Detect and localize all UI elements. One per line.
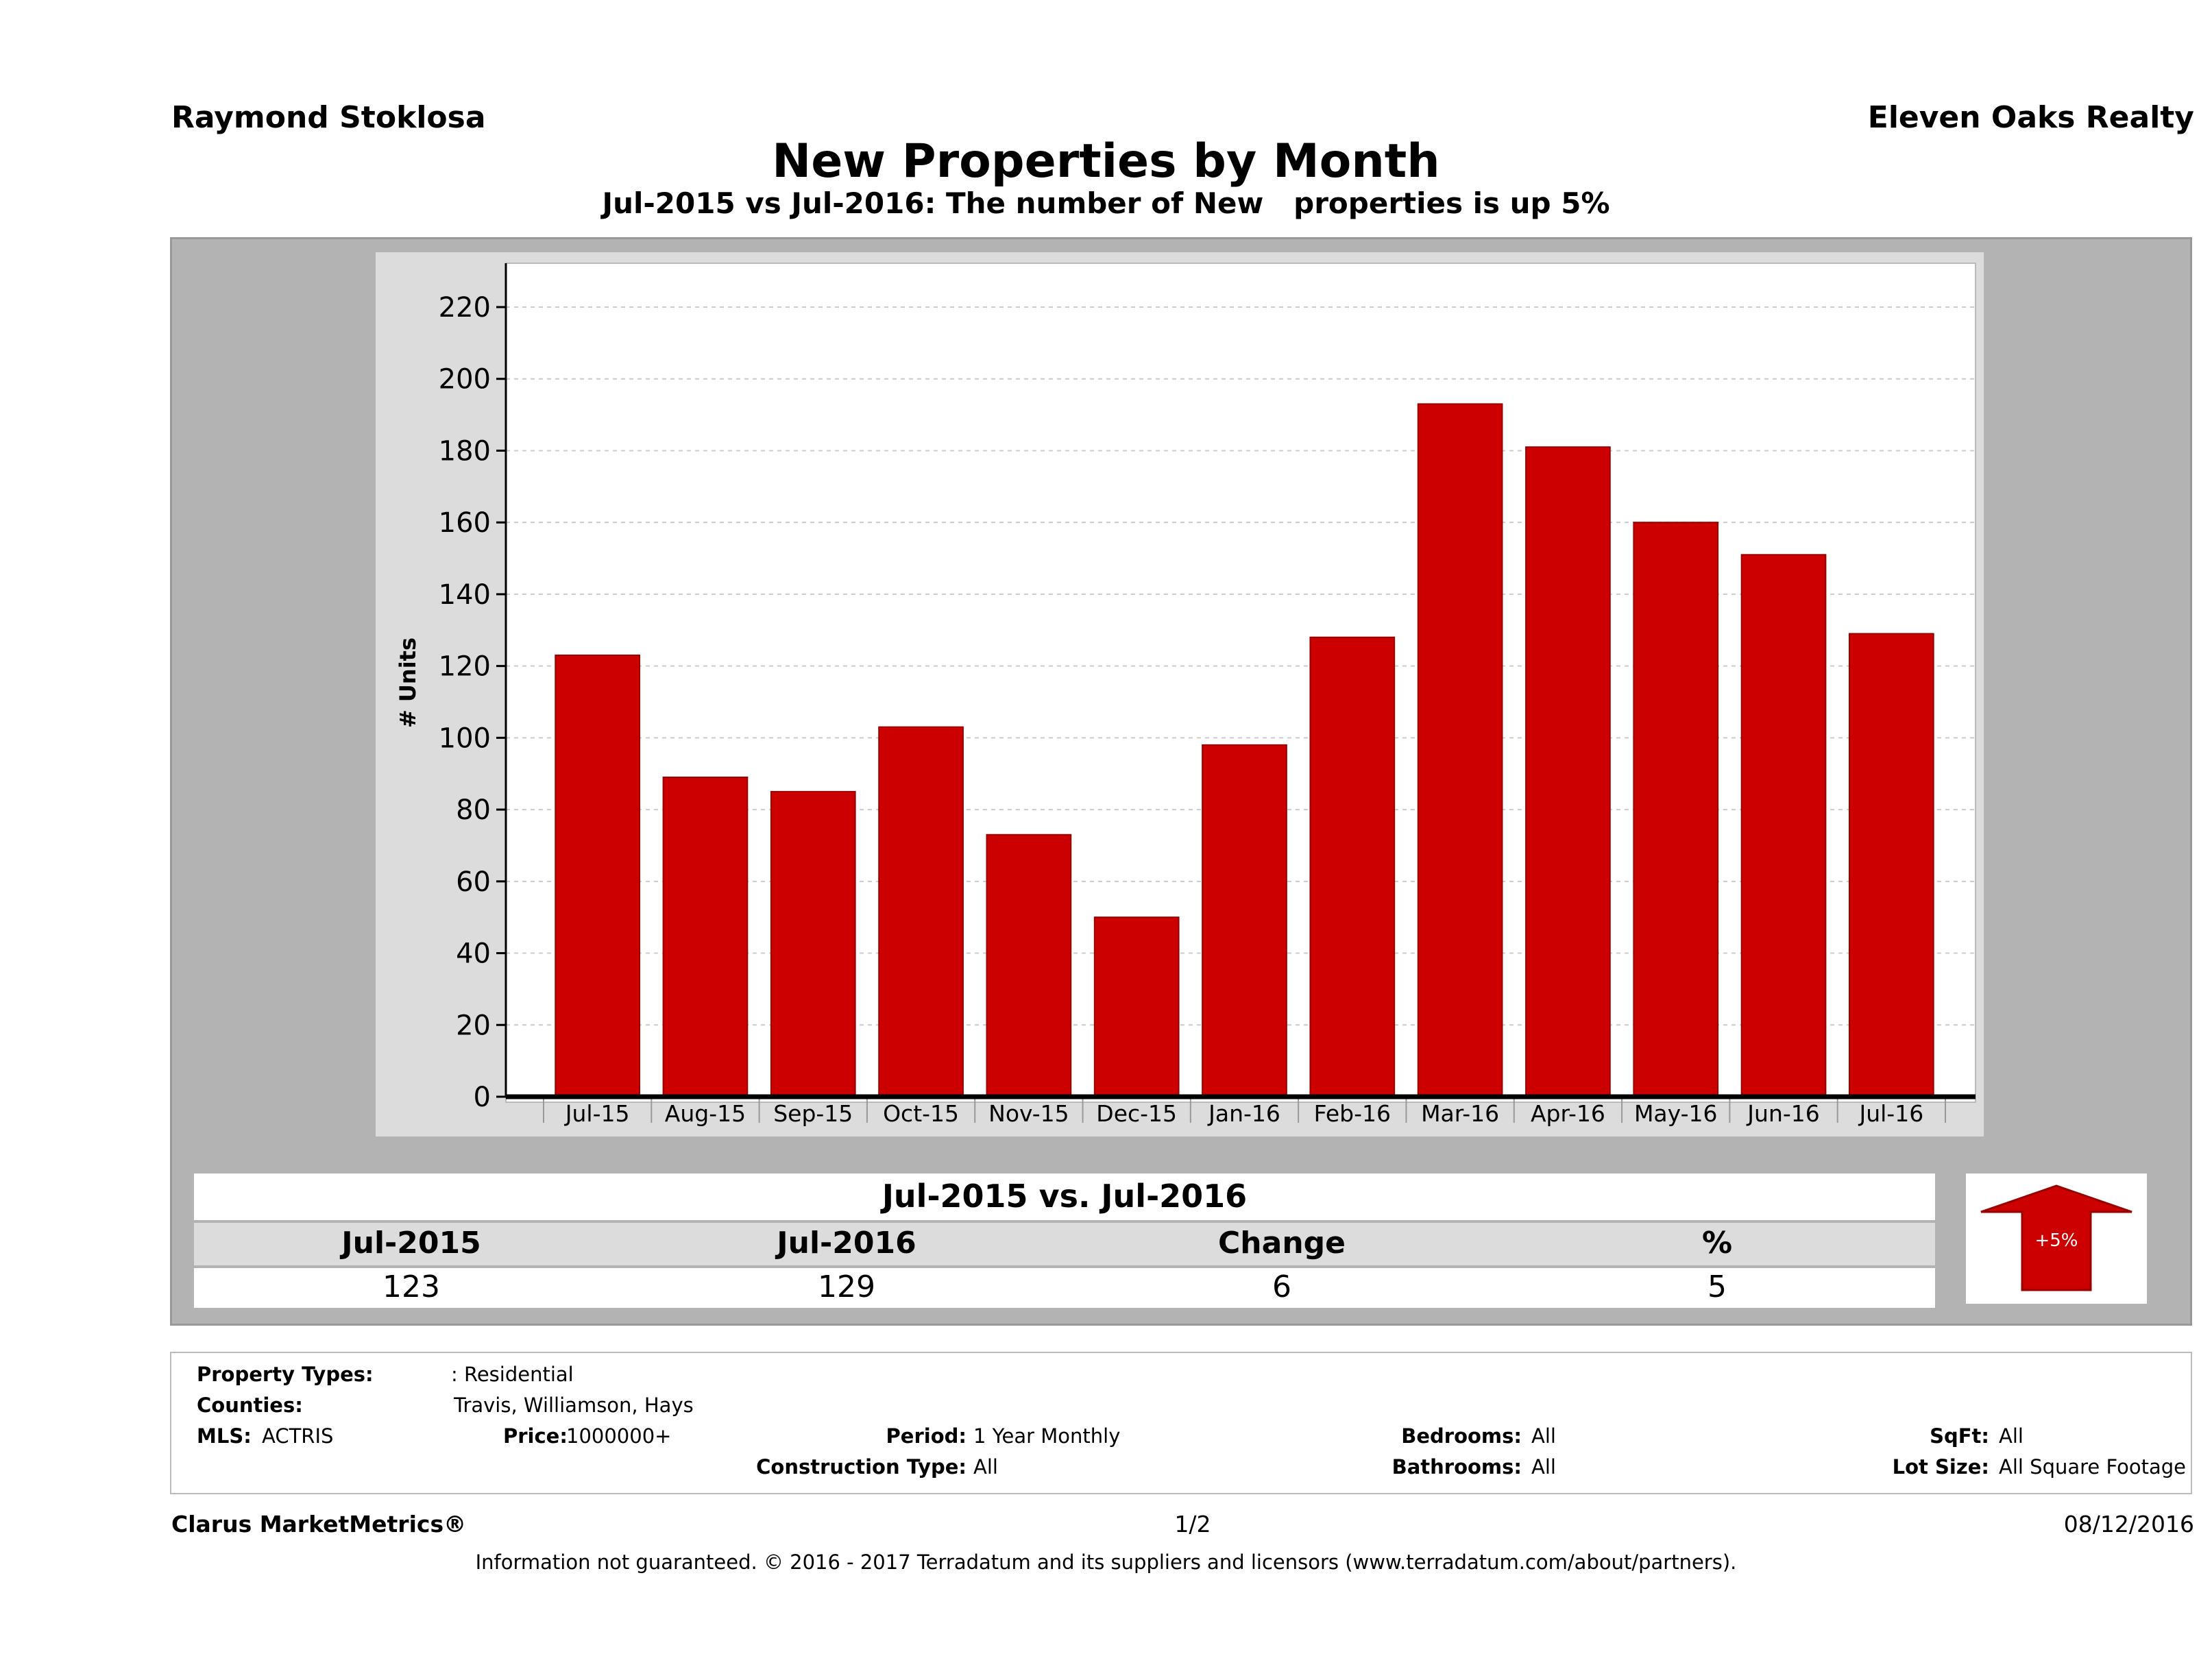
x-tick-label: May-16 bbox=[1634, 1100, 1718, 1127]
summary-title-band bbox=[194, 1174, 1935, 1220]
x-tick-label: Sep-15 bbox=[773, 1100, 853, 1127]
x-tick-label: Jun-16 bbox=[1746, 1100, 1819, 1127]
summary-header-band bbox=[194, 1223, 1935, 1265]
bar-jul-16 bbox=[1848, 633, 1934, 1097]
y-tick-label: 60 bbox=[456, 866, 491, 898]
x-tick-label: Nov-15 bbox=[988, 1100, 1069, 1127]
x-tick-label: Aug-15 bbox=[665, 1100, 746, 1127]
badge-text: +5% bbox=[2034, 1230, 2078, 1251]
y-tick-label: 20 bbox=[456, 1010, 491, 1041]
bar-oct-15 bbox=[878, 726, 964, 1097]
bathrooms-value: All bbox=[1531, 1455, 1556, 1479]
y-tick-label: 80 bbox=[456, 794, 491, 826]
y-tick-label: 180 bbox=[439, 435, 491, 467]
mls-value: ACTRIS bbox=[262, 1424, 334, 1448]
report-date: 08/12/2016 bbox=[2063, 1511, 2194, 1537]
page-number: 1/2 bbox=[1174, 1511, 1211, 1537]
page-title: New Properties by Month bbox=[772, 134, 1440, 189]
summary-value-jul-2016: 129 bbox=[818, 1269, 875, 1304]
counties-value: Travis, Williamson, Hays bbox=[454, 1394, 694, 1417]
y-tick-label: 120 bbox=[439, 651, 491, 683]
y-tick-label: 160 bbox=[439, 507, 491, 539]
summary-header-jul-2016: Jul-2016 bbox=[777, 1226, 916, 1261]
summary-header-percent: % bbox=[1701, 1226, 1733, 1261]
counties-label: Counties: bbox=[197, 1394, 303, 1417]
summary-header-jul-2015: Jul-2015 bbox=[341, 1226, 481, 1261]
y-axis-label: # Units bbox=[395, 637, 421, 728]
bar-feb-16 bbox=[1309, 636, 1396, 1097]
y-tick-label: 0 bbox=[474, 1082, 491, 1113]
y-axis-ticks: 0 20 40 60 80 100 120 140 160 180 200 220 bbox=[439, 292, 506, 1113]
bathrooms-label: Bathrooms: bbox=[1391, 1455, 1522, 1479]
bar-sep-15 bbox=[770, 790, 856, 1098]
filters-box bbox=[170, 1352, 2192, 1494]
summary-value-band bbox=[194, 1268, 1935, 1308]
bar-nov-15 bbox=[986, 834, 1072, 1098]
bar-jun-16 bbox=[1740, 554, 1827, 1097]
summary-value-change: 6 bbox=[1272, 1269, 1291, 1304]
price-label: Price: bbox=[503, 1424, 568, 1448]
x-tick-label: Oct-15 bbox=[883, 1100, 959, 1127]
bar-may-16 bbox=[1633, 522, 1719, 1097]
change-badge: +5% bbox=[1966, 1174, 2147, 1304]
y-tick-label: 100 bbox=[439, 722, 491, 754]
page-subtitle: Jul-2015 vs Jul-2016: The number of New … bbox=[602, 186, 1610, 220]
bar-mar-16 bbox=[1417, 403, 1503, 1097]
y-tick-label: 220 bbox=[439, 292, 491, 324]
sqft-label: SqFt: bbox=[1930, 1424, 1989, 1448]
x-tick-label: Jul-15 bbox=[564, 1100, 630, 1127]
bars bbox=[555, 403, 1934, 1098]
bar-apr-16 bbox=[1525, 446, 1611, 1097]
bar-jul-15 bbox=[555, 654, 641, 1097]
construction-type-label: Construction Type: bbox=[756, 1455, 967, 1479]
price-value: 1000000+ bbox=[566, 1424, 672, 1448]
agent-name: Raymond Stoklosa bbox=[171, 100, 486, 135]
summary-value-jul-2015: 123 bbox=[382, 1269, 440, 1304]
x-tick-label: Mar-16 bbox=[1421, 1100, 1499, 1127]
bedrooms-label: Bedrooms: bbox=[1401, 1424, 1522, 1448]
x-tick-label: Jan-16 bbox=[1207, 1100, 1280, 1127]
period-label: Period: bbox=[886, 1424, 967, 1448]
lot-size-label: Lot Size: bbox=[1892, 1455, 1989, 1479]
bar-jan-16 bbox=[1202, 744, 1287, 1097]
bar-aug-15 bbox=[662, 776, 749, 1097]
y-tick-label: 200 bbox=[439, 364, 491, 396]
x-tick-label: Dec-15 bbox=[1096, 1100, 1177, 1127]
y-tick-label: 40 bbox=[456, 938, 491, 970]
period-value: 1 Year Monthly bbox=[973, 1424, 1121, 1448]
y-tick-label: 140 bbox=[439, 579, 491, 611]
sqft-value: All bbox=[1999, 1424, 2023, 1448]
bedrooms-value: All bbox=[1531, 1424, 1556, 1448]
x-axis-ticks: Jul-15 Aug-15 Sep-15 Oct-15 Nov-15 Dec-15 Jan-… bbox=[543, 1097, 1946, 1127]
x-tick-label: Apr-16 bbox=[1531, 1100, 1605, 1127]
summary-header-change: Change bbox=[1218, 1226, 1346, 1261]
x-tick-label: Jul-16 bbox=[1858, 1100, 1923, 1127]
property-types-value: : Residential bbox=[451, 1363, 574, 1386]
bar-dec-15 bbox=[1093, 916, 1180, 1097]
construction-type-value: All bbox=[973, 1455, 998, 1479]
mls-label: MLS: bbox=[197, 1424, 252, 1448]
summary-title: Jul-2015 vs. Jul-2016 bbox=[882, 1178, 1248, 1215]
brokerage-name: Eleven Oaks Realty bbox=[1867, 100, 2194, 135]
bar-chart: 0 20 40 60 80 100 120 140 160 180 200 220 Jul-15 Aug… bbox=[395, 263, 1976, 1127]
product-name: Clarus MarketMetrics® bbox=[171, 1511, 467, 1537]
up-arrow-icon: +5% bbox=[1980, 1184, 2132, 1291]
disclaimer: Information not guaranteed. © 2016 - 201… bbox=[475, 1551, 1737, 1574]
x-tick-label: Feb-16 bbox=[1314, 1100, 1391, 1127]
summary-value-percent: 5 bbox=[1707, 1269, 1727, 1304]
property-types-label: Property Types: bbox=[197, 1363, 374, 1386]
lot-size-value: All Square Footage bbox=[1999, 1455, 2187, 1479]
